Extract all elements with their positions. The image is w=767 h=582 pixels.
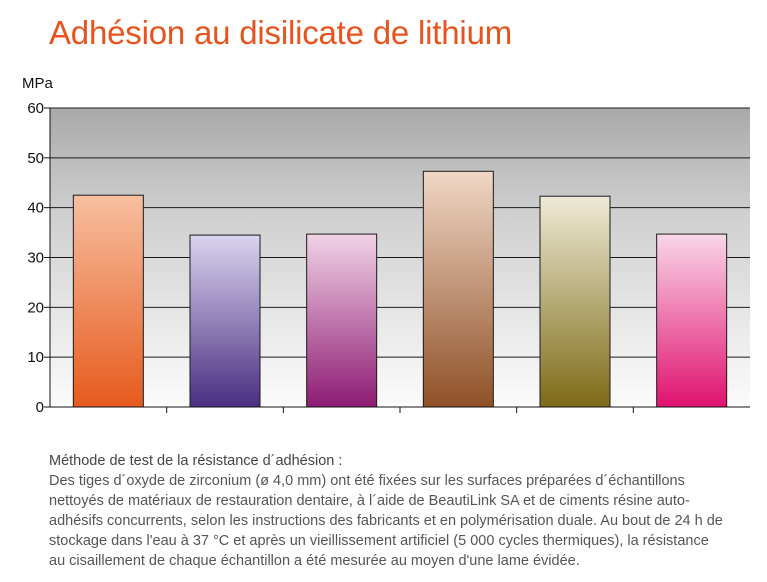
bar xyxy=(306,233,378,408)
bar xyxy=(72,194,144,408)
method-line: Des tiges d´oxyde de zirconium (ø 4,0 mm… xyxy=(49,473,685,489)
y-axis-unit-label: MPa xyxy=(22,75,53,92)
bar xyxy=(656,233,728,408)
y-axis-ticks: 0 10 20 30 40 50 60 xyxy=(27,100,634,416)
bar xyxy=(422,170,494,408)
method-line: adhésifs concurrents, selon les instruct… xyxy=(49,513,723,529)
y-tick-label: 10 xyxy=(27,349,44,366)
bar xyxy=(189,234,261,408)
method-line: stockage dans l'eau à 37 °C et après un … xyxy=(49,533,709,549)
bar xyxy=(539,195,611,408)
method-line: nettoyés de matériaux de restauration de… xyxy=(49,493,690,509)
method-title: Méthode de test de la résistance d´adhés… xyxy=(49,453,343,469)
y-tick-label: 30 xyxy=(27,250,44,267)
y-tick-label: 60 xyxy=(27,100,44,117)
y-tick-label: 20 xyxy=(27,299,44,316)
y-tick-label: 0 xyxy=(36,399,44,416)
y-tick-label: 50 xyxy=(27,150,44,167)
chart-title: Adhésion au disilicate de lithium xyxy=(49,14,513,51)
bars xyxy=(72,170,728,408)
method-line: au cisaillement de chaque échantillon a … xyxy=(49,553,580,569)
grid-lines xyxy=(50,107,750,358)
y-tick-label: 40 xyxy=(27,200,44,217)
method-description: Méthode de test de la résistance d´adhés… xyxy=(49,451,761,571)
bar-chart: 0 10 20 30 40 50 60 xyxy=(27,100,750,416)
